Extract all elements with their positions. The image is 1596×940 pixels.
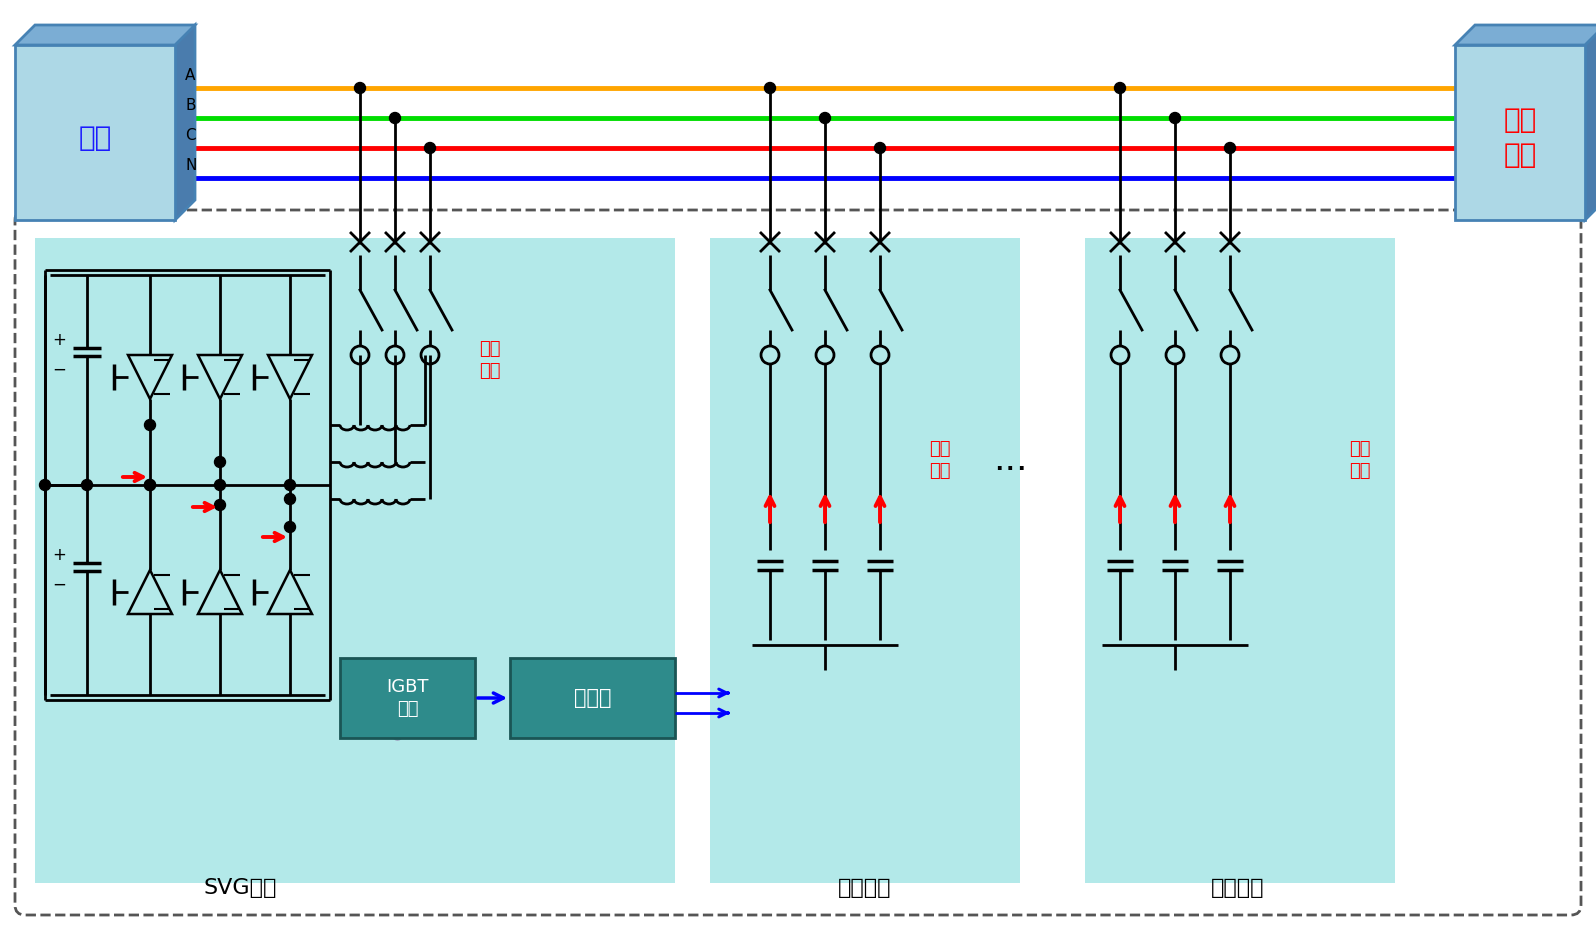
Polygon shape (14, 25, 195, 45)
FancyBboxPatch shape (511, 658, 675, 738)
FancyBboxPatch shape (1456, 45, 1585, 220)
Polygon shape (176, 25, 195, 220)
Text: C: C (185, 128, 196, 143)
Circle shape (425, 143, 436, 153)
Text: −: − (53, 361, 65, 379)
Circle shape (284, 479, 295, 491)
Circle shape (284, 494, 295, 505)
Circle shape (284, 522, 295, 532)
Polygon shape (1456, 25, 1596, 45)
Text: 容性
电流: 容性 电流 (1349, 440, 1371, 480)
Circle shape (875, 143, 886, 153)
Text: ···: ··· (993, 453, 1028, 487)
Circle shape (354, 83, 365, 93)
Circle shape (1170, 113, 1181, 123)
Circle shape (145, 419, 155, 431)
Text: A: A (185, 68, 195, 83)
Text: IGBT
驱动: IGBT 驱动 (386, 678, 429, 718)
Circle shape (819, 113, 830, 123)
Circle shape (145, 479, 155, 491)
FancyBboxPatch shape (340, 658, 476, 738)
Text: SVG支路: SVG支路 (203, 878, 276, 898)
FancyBboxPatch shape (14, 45, 176, 220)
Circle shape (40, 479, 51, 491)
Polygon shape (1585, 25, 1596, 220)
Text: 电容支路: 电容支路 (1211, 878, 1264, 898)
Circle shape (214, 499, 225, 510)
FancyBboxPatch shape (710, 238, 1020, 883)
Text: 控制器: 控制器 (573, 688, 611, 708)
Text: 容性
电流: 容性 电流 (479, 340, 501, 380)
Text: B: B (185, 98, 195, 113)
Text: −: − (53, 576, 65, 594)
Text: +: + (53, 546, 65, 564)
Circle shape (145, 479, 155, 491)
Text: 电容支路: 电容支路 (838, 878, 892, 898)
Text: 电网: 电网 (78, 123, 112, 151)
Circle shape (764, 83, 776, 93)
Circle shape (214, 479, 225, 491)
Circle shape (1224, 143, 1235, 153)
Text: 容性
电流: 容性 电流 (929, 440, 951, 480)
FancyBboxPatch shape (35, 238, 675, 883)
Text: 感性
负载: 感性 负载 (1503, 106, 1537, 169)
FancyBboxPatch shape (1085, 238, 1395, 883)
Circle shape (214, 457, 225, 467)
Circle shape (81, 479, 93, 491)
Circle shape (1114, 83, 1125, 93)
Circle shape (389, 113, 401, 123)
Text: N: N (185, 158, 196, 173)
Text: +: + (53, 331, 65, 349)
